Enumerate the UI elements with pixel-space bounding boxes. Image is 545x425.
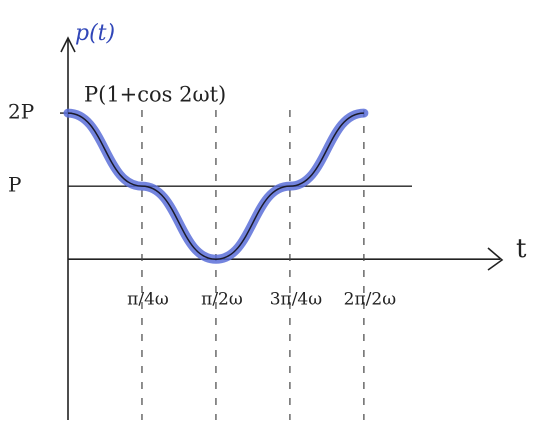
y-tick-label: P — [8, 173, 21, 197]
x-tick-label: π/4ω — [127, 290, 169, 310]
chart: p(t) P(1+cos 2ωt) t 2P Pπ/4ω π/2ω 3π/4ω 2π/2… — [0, 0, 545, 425]
x-tick-label: 3π/4ω — [270, 290, 323, 310]
x-tick-label: π/2ω — [201, 290, 243, 310]
chart-title: p(t) — [75, 21, 115, 46]
x-axis-label: t — [516, 234, 527, 264]
y-tick-label: 2P — [8, 100, 34, 124]
annotation: P(1+cos 2ωt) — [84, 83, 226, 107]
x-tick-label: 2π/2ω — [344, 290, 397, 310]
